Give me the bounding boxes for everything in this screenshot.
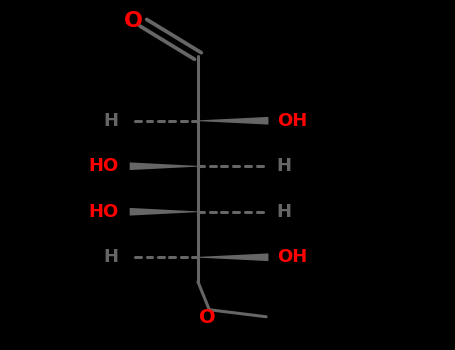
Text: HO: HO (88, 203, 118, 221)
Polygon shape (198, 253, 268, 261)
Text: OH: OH (277, 112, 307, 130)
Text: O: O (199, 308, 215, 327)
Polygon shape (130, 208, 198, 216)
Text: O: O (124, 11, 143, 31)
Text: H: H (103, 112, 118, 130)
Polygon shape (198, 117, 268, 125)
Text: H: H (277, 157, 292, 175)
Polygon shape (130, 162, 198, 170)
Text: H: H (103, 248, 118, 266)
Text: HO: HO (88, 157, 118, 175)
Text: OH: OH (277, 248, 307, 266)
Text: H: H (277, 203, 292, 221)
